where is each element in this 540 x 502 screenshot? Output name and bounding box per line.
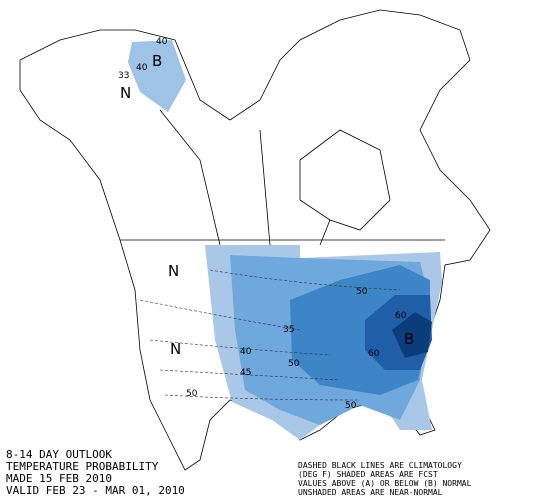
provinces [159,109,331,246]
map-label: 40 [240,347,252,357]
climatology-lines [139,269,401,401]
map-label: B [404,330,414,348]
map-label: 35 [283,325,294,335]
hudson-bay [299,129,391,231]
map-label: 40 [156,37,168,47]
map-label: 50 [356,287,368,297]
map-label: N [168,262,179,280]
map-label: B [152,52,162,70]
map-label: N [120,84,131,102]
map-label: 45 [240,368,251,378]
map-label: 60 [395,311,407,321]
header-line: MADE 15 FEB 2010 [6,472,112,485]
note-line: DASHED BLACK LINES ARE CLIMATOLOGY [298,461,462,470]
alaska-below-area [128,40,186,112]
map-label: 60 [368,349,380,359]
map-label: 50 [345,401,357,411]
notes-box [296,458,518,498]
note-line: UNSHADED AREAS ARE NEAR-NORMAL [298,488,443,497]
map-label: 40 [136,63,148,73]
below-70-area [392,312,432,358]
header-line: TEMPERATURE PROBABILITY [6,460,159,473]
note-line: (DEG F) SHADED AREAS ARE FCST [298,470,438,479]
map-label: 50 [186,389,198,399]
map-label: 50 [288,359,300,369]
header-line: 8-14 DAY OUTLOOK [6,448,112,461]
map-label: N [170,340,181,358]
note-line: VALUES ABOVE (A) OR BELOW (B) NORMAL [298,479,472,488]
header-line: VALID FEB 23 - MAR 01, 2010 [6,484,185,497]
map-label: 33 [118,71,129,81]
